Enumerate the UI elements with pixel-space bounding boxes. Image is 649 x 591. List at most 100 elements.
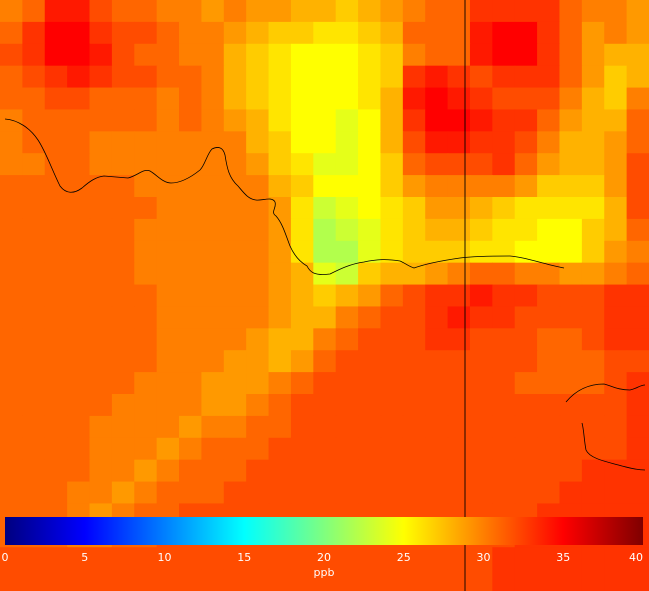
heatmap-cell (514, 437, 538, 461)
heatmap-cell (425, 394, 449, 417)
heatmap-cell (246, 306, 270, 329)
heatmap-cell (581, 547, 605, 570)
heatmap-cell (0, 437, 23, 461)
heatmap-cell (514, 394, 538, 417)
heatmap-cell (179, 175, 203, 198)
heatmap-cell (290, 262, 314, 286)
heatmap-cell (201, 131, 225, 154)
heatmap-cell (447, 459, 471, 483)
heatmap-cell (492, 284, 516, 308)
heatmap-cell (111, 43, 135, 67)
heatmap-cell (134, 109, 158, 132)
heatmap-cell (537, 459, 561, 483)
heatmap-cell (425, 262, 449, 286)
heatmap-cell (313, 65, 337, 89)
heatmap-cell (67, 350, 91, 373)
heatmap-cell (469, 131, 493, 154)
heatmap-cell (0, 547, 23, 570)
heatmap-cell (581, 306, 605, 329)
heatmap-cell (559, 394, 583, 417)
heatmap-cell (380, 0, 404, 23)
heatmap-cell (201, 87, 225, 111)
heatmap-cell (268, 569, 292, 591)
heatmap-cell (581, 0, 605, 23)
heatmap-cell (425, 0, 449, 23)
heatmap-cell (67, 65, 91, 89)
heatmap-cell (447, 481, 471, 505)
heatmap-cell (246, 218, 270, 242)
heatmap-cell (22, 218, 46, 242)
heatmap-cell (514, 328, 538, 351)
heatmap-cell (44, 65, 68, 89)
heatmap-cell (223, 284, 247, 308)
heatmap-cell (358, 569, 382, 591)
heatmap-cell (514, 0, 538, 23)
heatmap-cell (358, 218, 382, 242)
heatmap-cell (581, 372, 605, 395)
heatmap-cell (156, 175, 180, 198)
heatmap-cell (156, 109, 180, 132)
heatmap-cell (246, 197, 270, 220)
heatmap-cell (425, 481, 449, 505)
heatmap-cell (358, 437, 382, 461)
heatmap-cell (111, 306, 135, 329)
heatmap-cell (581, 197, 605, 220)
heatmap-cell (380, 65, 404, 89)
heatmap-cell (447, 284, 471, 308)
heatmap-cell (89, 109, 113, 132)
heatmap-cell (223, 437, 247, 461)
heatmap-cell (402, 21, 426, 45)
heatmap-cell (604, 350, 628, 373)
heatmap-cell (469, 306, 493, 329)
heatmap-cell (290, 87, 314, 111)
heatmap-cell (201, 372, 225, 395)
heatmap-cell (425, 240, 449, 264)
heatmap-cell (380, 350, 404, 373)
colorbar-unit-label: ppb (314, 566, 335, 579)
heatmap-cell (179, 65, 203, 89)
heatmap-cell (179, 262, 203, 286)
heatmap-cell (223, 547, 247, 570)
heatmap-cell (246, 328, 270, 351)
heatmap-cell (559, 415, 583, 439)
heatmap-cell (44, 569, 68, 591)
heatmap-cell (246, 131, 270, 154)
heatmap-cell (469, 415, 493, 439)
heatmap-cell (290, 306, 314, 329)
heatmap-cell (604, 328, 628, 351)
heatmap-cell (179, 109, 203, 132)
colorbar-tick-label: 40 (629, 551, 643, 564)
heatmap-cell (223, 43, 247, 67)
heatmap-cell (537, 481, 561, 505)
heatmap-cell (201, 262, 225, 286)
heatmap-cell (44, 350, 68, 373)
heatmap-cell (380, 240, 404, 264)
heatmap-cell (89, 0, 113, 23)
heatmap-cell (290, 21, 314, 45)
heatmap-cell (604, 153, 628, 176)
heatmap-cell (111, 197, 135, 220)
heatmap-cell (559, 350, 583, 373)
heatmap-cell (402, 65, 426, 89)
heatmap-cell (313, 547, 337, 570)
heatmap-cell (156, 21, 180, 45)
heatmap-cell (402, 262, 426, 286)
heatmap-cell (537, 328, 561, 351)
heatmap-cell (290, 394, 314, 417)
heatmap-cell (447, 372, 471, 395)
heatmap-cell (514, 43, 538, 67)
heatmap-cell (22, 481, 46, 505)
heatmap-cell (22, 415, 46, 439)
heatmap-cell (201, 437, 225, 461)
heatmap-cell (559, 569, 583, 591)
heatmap-cell (44, 328, 68, 351)
heatmap-cell (358, 372, 382, 395)
heatmap-cell (380, 197, 404, 220)
heatmap-cell (223, 240, 247, 264)
heatmap-cell (380, 415, 404, 439)
heatmap-cell (134, 43, 158, 67)
heatmap-cell (44, 306, 68, 329)
heatmap-cell (358, 547, 382, 570)
heatmap-cell (156, 240, 180, 264)
